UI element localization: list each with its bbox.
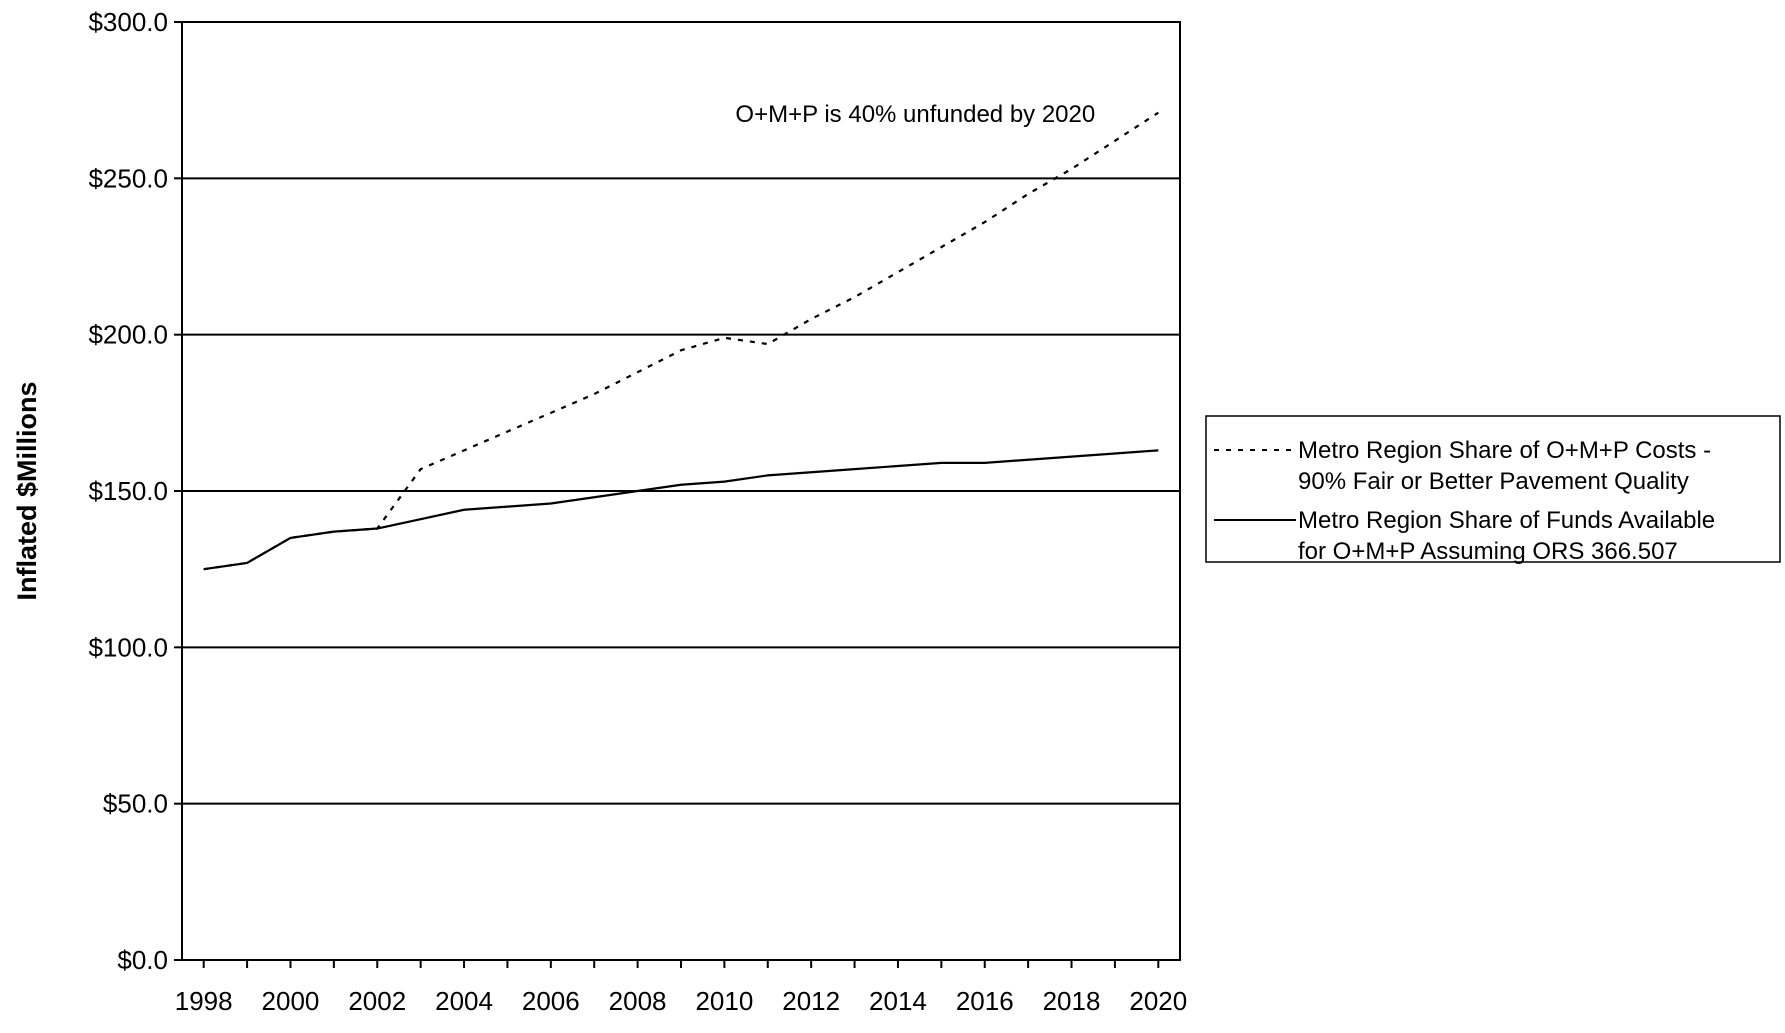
x-tick-label: 2010 bbox=[695, 986, 753, 1016]
y-tick-label: $100.0 bbox=[88, 632, 168, 662]
y-tick-label: $150.0 bbox=[88, 476, 168, 506]
y-tick-label: $0.0 bbox=[117, 945, 168, 975]
x-tick-label: 2012 bbox=[782, 986, 840, 1016]
y-tick-label: $200.0 bbox=[88, 320, 168, 350]
series-line-1 bbox=[203, 449, 1159, 571]
legend: Metro Region Share of O+M+P Costs - 90% F… bbox=[1205, 415, 1781, 565]
y-tick-label: $300.0 bbox=[88, 7, 168, 37]
x-tick-label: 2004 bbox=[435, 986, 493, 1016]
x-tick-label: 2008 bbox=[609, 986, 667, 1016]
x-tick-label: 2018 bbox=[1043, 986, 1101, 1016]
series-line-0 bbox=[203, 111, 1159, 571]
legend-label: for O+M+P Assuming ORS 366.507 bbox=[1298, 538, 1678, 565]
x-tick-label: 2016 bbox=[956, 986, 1014, 1016]
gridlines bbox=[182, 177, 1180, 805]
legend-label: Metro Region Share of Funds Available bbox=[1298, 507, 1715, 534]
y-tick-label: $250.0 bbox=[88, 163, 168, 193]
legend-label: Metro Region Share of O+M+P Costs - bbox=[1298, 437, 1711, 464]
y-axis: $0.0 $50.0 $100.0 $150.0 $200.0 $250.0 $300.0 bbox=[88, 7, 182, 975]
x-tick-label: 2002 bbox=[348, 986, 406, 1016]
legend-box bbox=[1205, 415, 1781, 563]
y-tick-label: $50.0 bbox=[103, 789, 168, 819]
legend-label: 90% Fair or Better Pavement Quality bbox=[1298, 468, 1689, 495]
x-tick-label: 1998 bbox=[175, 986, 233, 1016]
x-tick-label: 2020 bbox=[1129, 986, 1187, 1016]
series-group bbox=[203, 111, 1159, 571]
y-axis-title: Inflated $Millions bbox=[12, 381, 42, 600]
x-tick-label: 2000 bbox=[262, 986, 320, 1016]
x-tick-label: 2014 bbox=[869, 986, 927, 1016]
annotation-unfunded: O+M+P is 40% unfunded by 2020 bbox=[735, 101, 1095, 128]
x-axis: 1998 2000 2002 2004 2006 2008 2010 2012 2014 2016… bbox=[175, 960, 1187, 1016]
x-tick-label: 2006 bbox=[522, 986, 580, 1016]
